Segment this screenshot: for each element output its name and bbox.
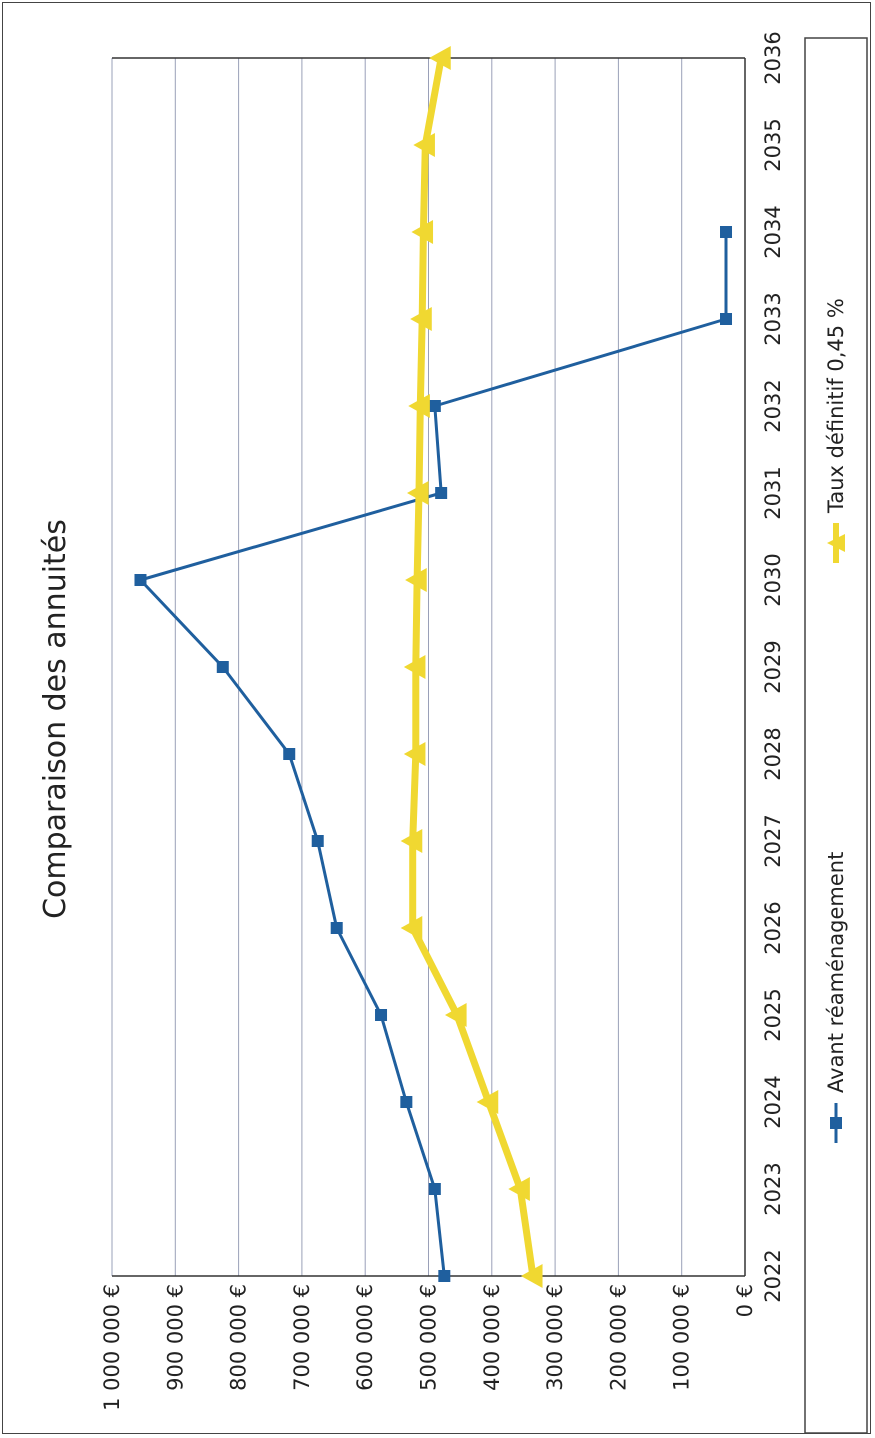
point-1-2035 <box>413 133 435 157</box>
chart-title: Comparaison des annuités <box>38 519 73 919</box>
x-tick-label-2025: 2025 <box>761 988 785 1041</box>
point-0-2029 <box>216 661 229 673</box>
legend-marker-avant <box>830 1117 842 1129</box>
point-0-2028 <box>283 748 296 760</box>
point-1-2024 <box>476 1090 499 1114</box>
legend-box <box>804 37 868 1434</box>
x-tick-label-2033: 2033 <box>761 292 785 345</box>
point-0-2024 <box>400 1096 413 1108</box>
point-0-2031 <box>435 487 448 499</box>
x-tick-label-2028: 2028 <box>761 727 785 780</box>
point-0-2027 <box>311 835 324 847</box>
point-1-2026 <box>400 916 423 940</box>
x-tick-label-2029: 2029 <box>761 640 785 693</box>
y-tick-label-10: 1 000 000 € <box>100 1284 124 1411</box>
y-tick-label-9: 900 000 € <box>163 1284 187 1391</box>
legend-marker-taux <box>827 534 845 552</box>
x-tick-label-2032: 2032 <box>761 379 785 432</box>
series-layer <box>134 46 733 1288</box>
point-1-2033 <box>410 307 432 331</box>
y-tick-label-3: 300 000 € <box>543 1284 567 1391</box>
point-0-2030 <box>134 574 147 586</box>
y-tick-label-4: 400 000 € <box>480 1284 504 1391</box>
x-tick-label-2036: 2036 <box>761 31 785 84</box>
y-tick-label-0: 0 € <box>733 1284 757 1317</box>
y-tick-label-2: 200 000 € <box>606 1284 630 1391</box>
x-tick-label-2027: 2027 <box>761 814 785 867</box>
x-tick-label-2026: 2026 <box>761 901 785 954</box>
x-tick-label-2022: 2022 <box>761 1249 785 1302</box>
point-0-2032 <box>428 400 441 412</box>
y-tick-label-1: 100 000 € <box>670 1284 694 1391</box>
x-tick-label-2034: 2034 <box>761 205 785 258</box>
point-0-2034 <box>720 226 733 238</box>
point-0-2023 <box>428 1183 441 1195</box>
y-tick-label-8: 800 000 € <box>227 1284 251 1391</box>
point-1-2028 <box>403 742 426 766</box>
point-0-2033 <box>720 313 733 325</box>
legend-item-taux: Taux définitif 0,45 % <box>824 298 848 563</box>
y-tick-label-7: 700 000 € <box>290 1284 314 1391</box>
x-axis-ticks: 2022 2023 2024 2025 2026 2027 2028 2029 2030 2031… <box>761 31 785 1302</box>
point-1-2023 <box>508 1177 530 1201</box>
point-1-2025 <box>444 1003 467 1027</box>
legend-label-taux: Taux définitif 0,45 % <box>824 298 848 514</box>
x-tick-label-2031: 2031 <box>761 466 785 519</box>
legend-label-avant: Avant réaménagement <box>824 852 848 1093</box>
x-tick-label-2024: 2024 <box>761 1075 785 1128</box>
y-tick-label-6: 600 000 € <box>353 1284 377 1391</box>
series-1 <box>400 46 543 1288</box>
point-1-2022 <box>520 1264 543 1288</box>
series-0 <box>134 226 733 1282</box>
point-1-2034 <box>411 220 434 244</box>
point-1-2032 <box>408 394 430 418</box>
point-1-2027 <box>400 829 423 853</box>
x-tick-label-2023: 2023 <box>761 1162 785 1215</box>
series-line-0 <box>139 232 728 1277</box>
point-1-2029 <box>403 655 426 679</box>
point-0-2026 <box>330 922 343 934</box>
x-tick-label-2030: 2030 <box>761 553 785 606</box>
x-tick-label-2035: 2035 <box>761 118 785 171</box>
point-1-2031 <box>407 481 429 505</box>
point-0-2025 <box>375 1009 388 1021</box>
legend: Avant réaménagement Taux définitif 0,45 … <box>804 37 868 1434</box>
y-axis-ticks: 0 € 100 000 € 200 000 € 300 000 € 400 000 € 5… <box>100 1284 757 1411</box>
point-1-2030 <box>405 568 427 592</box>
point-0-2022 <box>438 1270 451 1282</box>
legend-item-avant: Avant réaménagement <box>824 852 848 1143</box>
grid-lines <box>111 57 746 1277</box>
y-tick-label-5: 500 000 € <box>417 1284 441 1391</box>
point-1-2036 <box>429 46 451 70</box>
